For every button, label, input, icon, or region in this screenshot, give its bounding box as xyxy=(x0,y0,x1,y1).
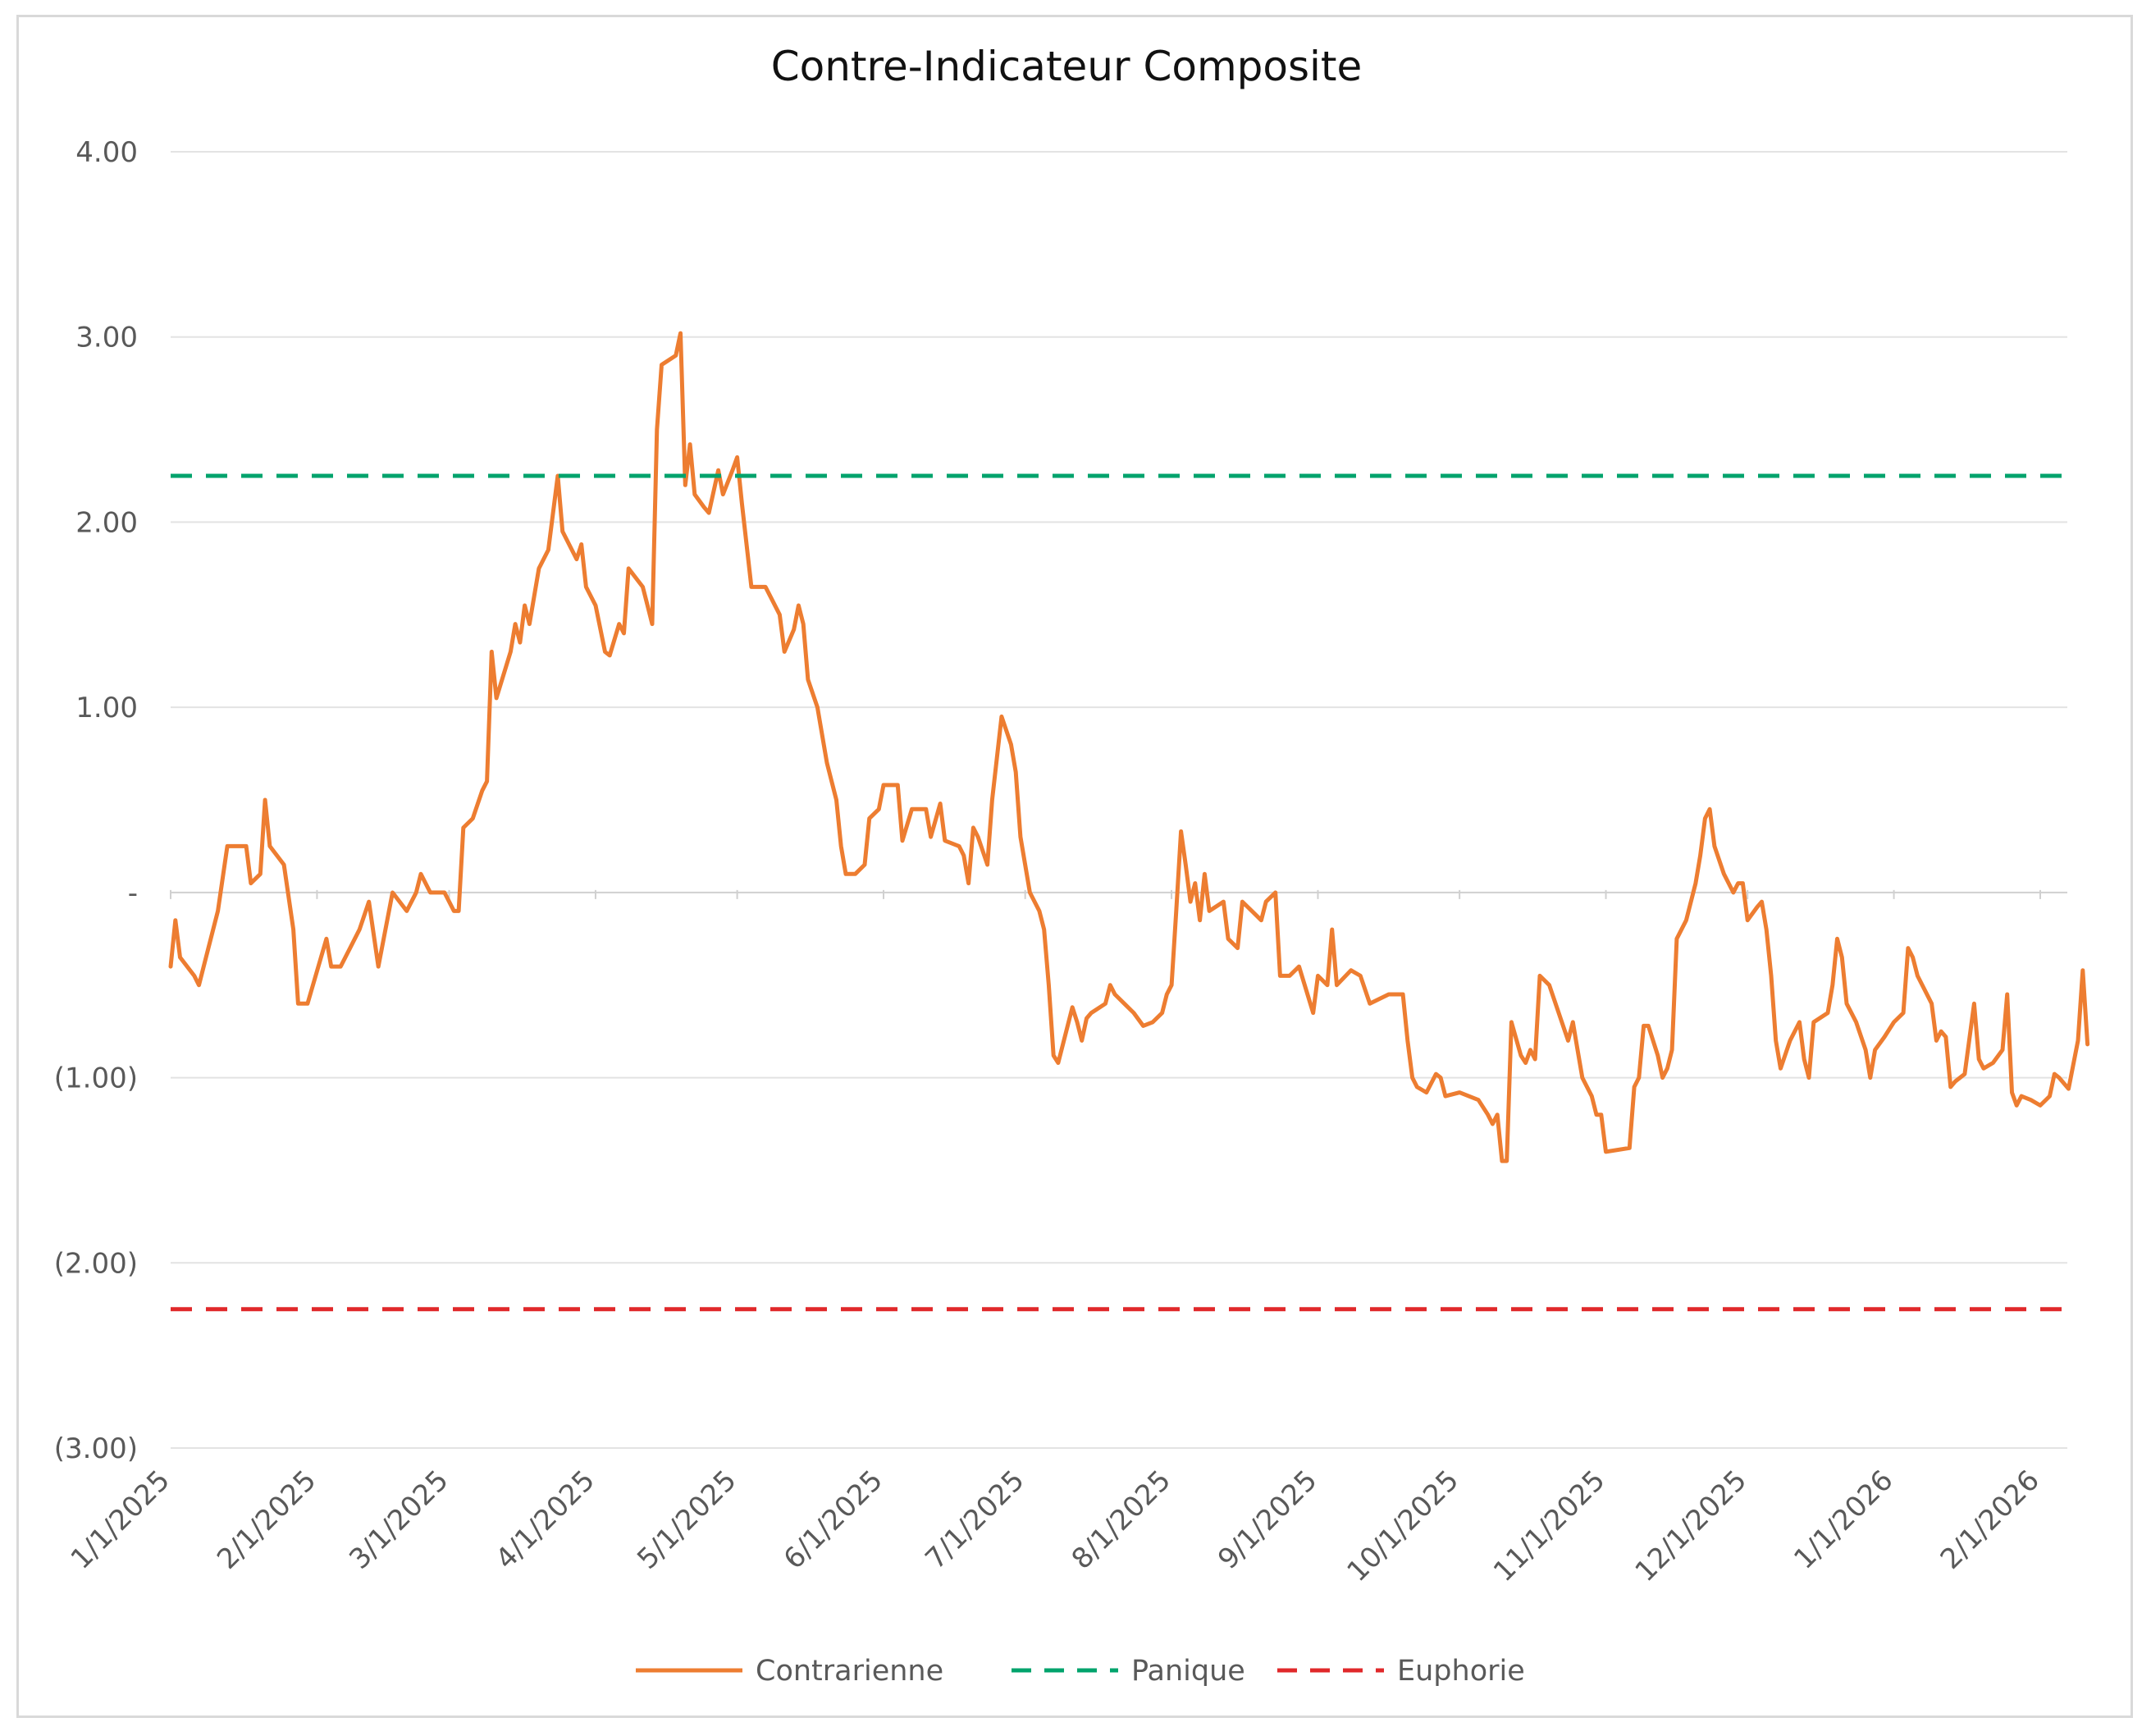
y-tick-label: (2.00) xyxy=(54,1247,138,1280)
y-tick-label: (3.00) xyxy=(54,1432,138,1465)
legend-label-panique: Panique xyxy=(1131,1655,1245,1688)
x-tick-label: 8/1/2025 xyxy=(1066,1464,1177,1575)
y-tick-label: 4.00 xyxy=(75,136,138,169)
x-tick-label: 11/1/2025 xyxy=(1487,1464,1612,1588)
legend-label-contrarienne: Contrarienne xyxy=(756,1655,943,1688)
x-tick-label: 7/1/2025 xyxy=(919,1464,1030,1575)
x-tick-label: 1/1/2026 xyxy=(1788,1464,1899,1575)
chart-title: Contre-Indicateur Composite xyxy=(771,43,1363,90)
x-axis: 1/1/2025 2/1/2025 3/1/2025 4/1/2025 5/1/2025… xyxy=(65,889,2046,1588)
x-tick-label: 3/1/2025 xyxy=(343,1464,454,1575)
y-tick-label: - xyxy=(128,877,138,910)
legend: Contrarienne Panique Euphorie xyxy=(636,1655,1525,1688)
series-line-contrarienne xyxy=(168,331,2090,1163)
x-tick-label: 12/1/2025 xyxy=(1629,1464,1754,1588)
gridlines xyxy=(171,151,2067,1449)
y-tick-label: 2.00 xyxy=(75,506,138,539)
x-tick-label: 5/1/2025 xyxy=(631,1464,742,1575)
x-tick-label: 2/1/2025 xyxy=(211,1464,322,1575)
legend-label-euphorie: Euphorie xyxy=(1397,1655,1525,1688)
x-tick-label: 10/1/2025 xyxy=(1340,1464,1465,1588)
x-tick-label: 4/1/2025 xyxy=(490,1464,601,1575)
x-tick-label: 2/1/2026 xyxy=(1934,1464,2046,1575)
y-tick-label: (1.00) xyxy=(54,1062,138,1095)
y-tick-label: 1.00 xyxy=(75,692,138,724)
chart-frame xyxy=(16,15,2133,1718)
y-axis: 4.00 3.00 2.00 1.00 - (1.00) (2.00) (3.00) xyxy=(54,136,138,1465)
plot-area xyxy=(168,331,2090,1312)
x-tick-label: 1/1/2025 xyxy=(65,1464,176,1575)
y-tick-label: 3.00 xyxy=(75,322,138,354)
x-tick-label: 9/1/2025 xyxy=(1212,1464,1323,1575)
x-tick-label: 6/1/2025 xyxy=(778,1464,889,1575)
